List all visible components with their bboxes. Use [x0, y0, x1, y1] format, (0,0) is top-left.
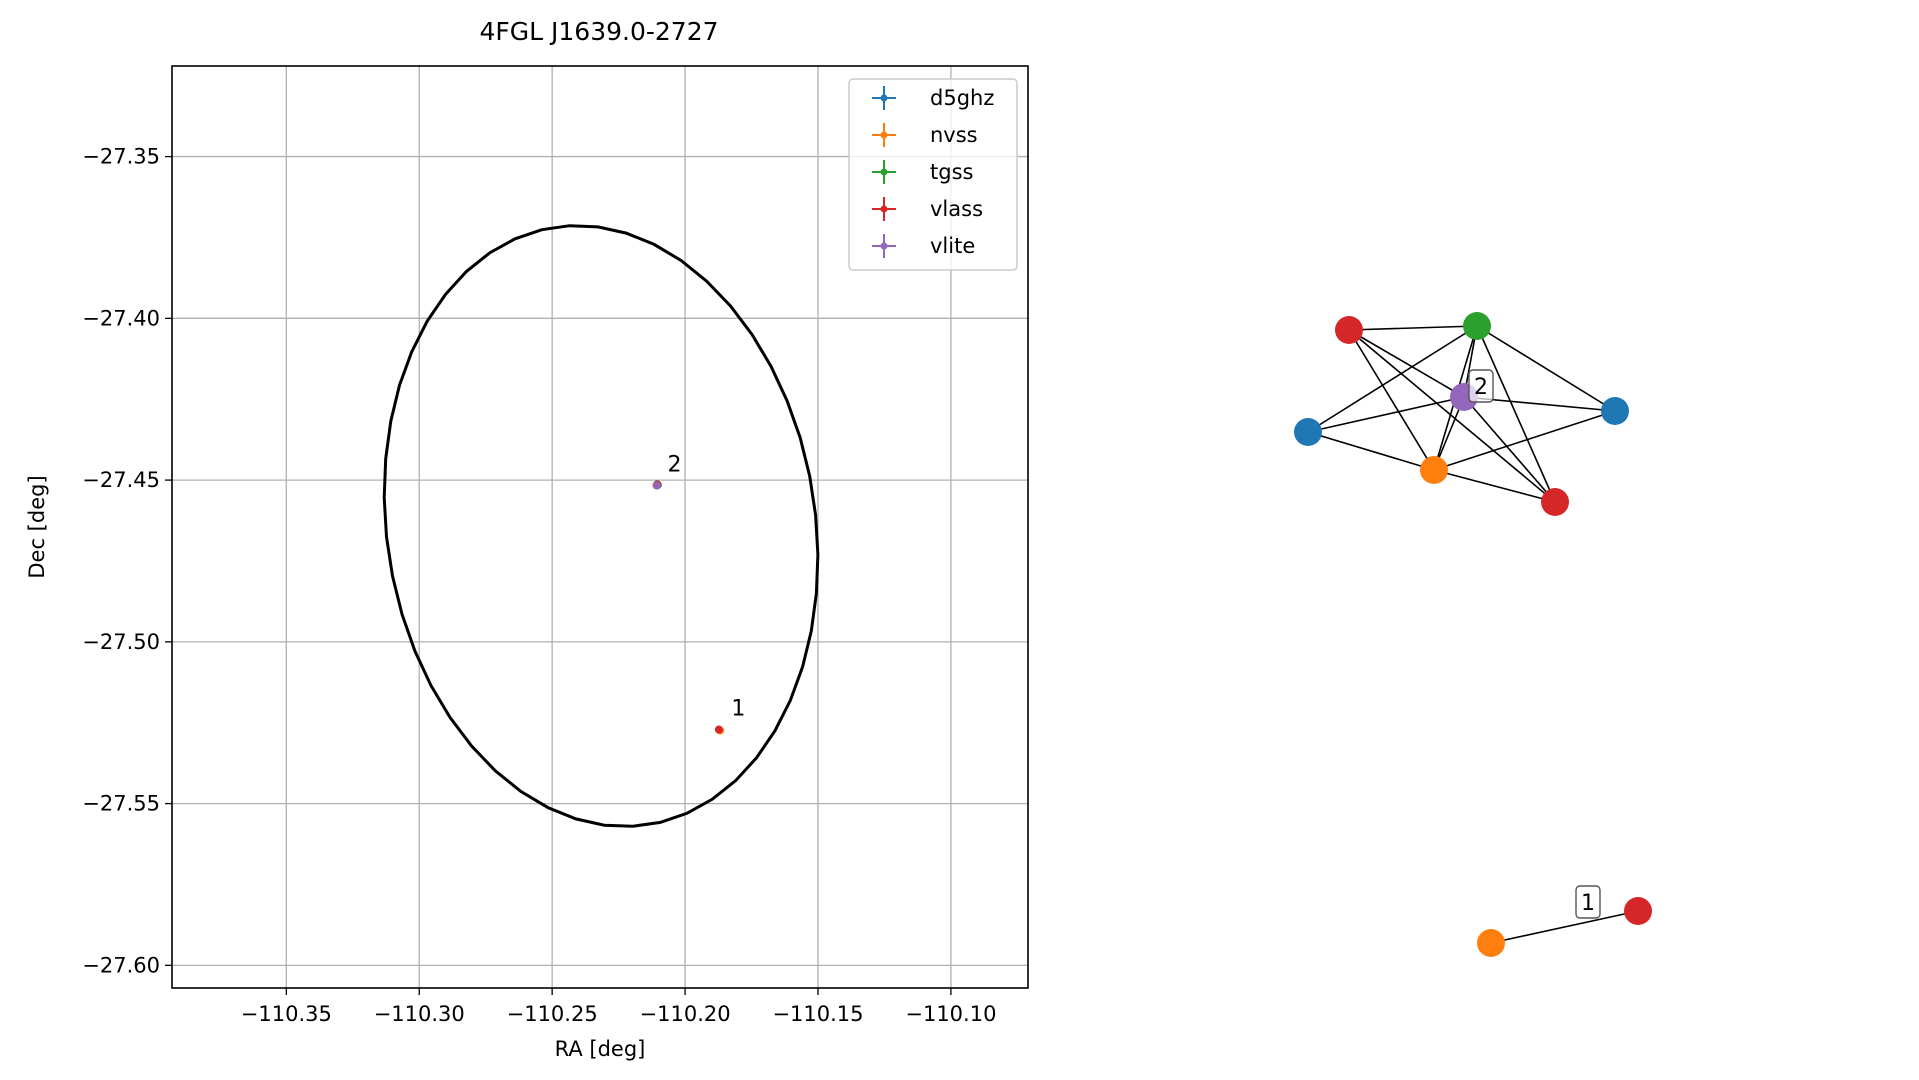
legend-label: vlite — [930, 234, 975, 258]
network-edge — [1307, 431, 1435, 471]
network-label-text: 1 — [1581, 891, 1595, 916]
legend-label: vlass — [930, 197, 983, 221]
legend-item-tgss: tgss — [872, 160, 973, 184]
legend-item-nvss: nvss — [872, 123, 978, 147]
network-node-red_c — [1624, 897, 1652, 925]
error-ellipse — [382, 224, 820, 828]
x-axis-label: RA [deg] — [555, 1037, 646, 1061]
network-edge — [1348, 329, 1556, 503]
scatter-panel: 4FGL J1639.0-2727 −110.35 −110.30 −110.25−… — [25, 17, 1029, 1061]
network-label: 2 — [1468, 369, 1494, 403]
network-node-blue_r — [1601, 397, 1629, 425]
legend-label: nvss — [930, 123, 978, 147]
network-edge — [1348, 325, 1478, 331]
y-tick-label: −27.35 — [82, 145, 160, 169]
legend-item-d5ghz: d5ghz — [872, 86, 994, 110]
legend-frame — [848, 78, 1018, 271]
network-label: 1 — [1575, 885, 1601, 919]
point-annotation: 1 — [731, 696, 745, 721]
point-annotation: 2 — [668, 452, 682, 477]
points — [652, 480, 725, 735]
network-node-red_a — [1335, 316, 1363, 344]
network-node-red_b — [1541, 488, 1569, 516]
network-edge — [1433, 410, 1616, 471]
y-tick-label: −27.40 — [82, 306, 160, 330]
network-edge — [1490, 910, 1639, 944]
network-node-orange_a — [1420, 456, 1448, 484]
legend-marker — [880, 94, 888, 102]
annotations: 21 — [668, 452, 746, 721]
network-edge — [1307, 396, 1465, 433]
legend-items: d5ghz nvss tgss vlass vlite — [872, 86, 994, 258]
ticks: −110.35 −110.30 −110.25 −110.20 −110.15 −110.… — [82, 145, 996, 1026]
legend-label: d5ghz — [930, 86, 994, 110]
legend-marker — [880, 205, 888, 213]
network-label-box — [1575, 885, 1601, 919]
network-edge — [1463, 396, 1556, 503]
network-node-orange_b — [1477, 929, 1505, 957]
network-node-blue_l — [1294, 418, 1322, 446]
network-label-text: 2 — [1474, 375, 1488, 400]
network-edge — [1433, 469, 1556, 503]
network-panel: 21 — [1294, 312, 1652, 957]
chart-title: 4FGL J1639.0-2727 — [479, 17, 718, 46]
plot-frame — [171, 65, 1029, 989]
legend-marker — [880, 242, 888, 250]
x-tick-label: −110.10 — [905, 1002, 996, 1026]
y-tick-label: −27.45 — [82, 468, 160, 492]
y-tick-label: −27.60 — [82, 953, 160, 977]
network-edge — [1476, 325, 1616, 412]
x-tick-label: −110.35 — [241, 1002, 332, 1026]
legend-item-vlite: vlite — [872, 234, 975, 258]
x-tick-label: −110.20 — [640, 1002, 731, 1026]
vlass-point — [714, 725, 723, 734]
legend[interactable]: d5ghz nvss tgss vlass vlite — [848, 78, 1018, 271]
network-edge — [1307, 325, 1478, 433]
y-axis-label: Dec [deg] — [25, 475, 49, 578]
x-tick-label: −110.15 — [772, 1002, 863, 1026]
network-nodes — [1294, 312, 1652, 957]
network-edge — [1348, 329, 1435, 471]
y-tick-label: −27.50 — [82, 630, 160, 654]
legend-item-vlass: vlass — [872, 197, 983, 221]
legend-marker — [880, 131, 888, 139]
network-label-box — [1468, 369, 1494, 403]
network-edge — [1348, 329, 1465, 398]
x-tick-label: −110.25 — [507, 1002, 598, 1026]
network-labels: 21 — [1468, 369, 1601, 919]
vlite-point — [652, 481, 661, 490]
x-tick-label: −110.30 — [374, 1002, 465, 1026]
legend-label: tgss — [930, 160, 973, 184]
network-node-green — [1463, 312, 1491, 340]
network-edge — [1476, 325, 1556, 503]
network-edges — [1307, 325, 1639, 944]
y-tick-label: −27.55 — [82, 792, 160, 816]
legend-marker — [880, 168, 888, 176]
